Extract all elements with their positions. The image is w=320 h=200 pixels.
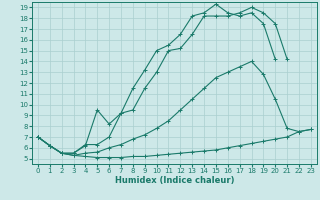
X-axis label: Humidex (Indice chaleur): Humidex (Indice chaleur) bbox=[115, 176, 234, 185]
